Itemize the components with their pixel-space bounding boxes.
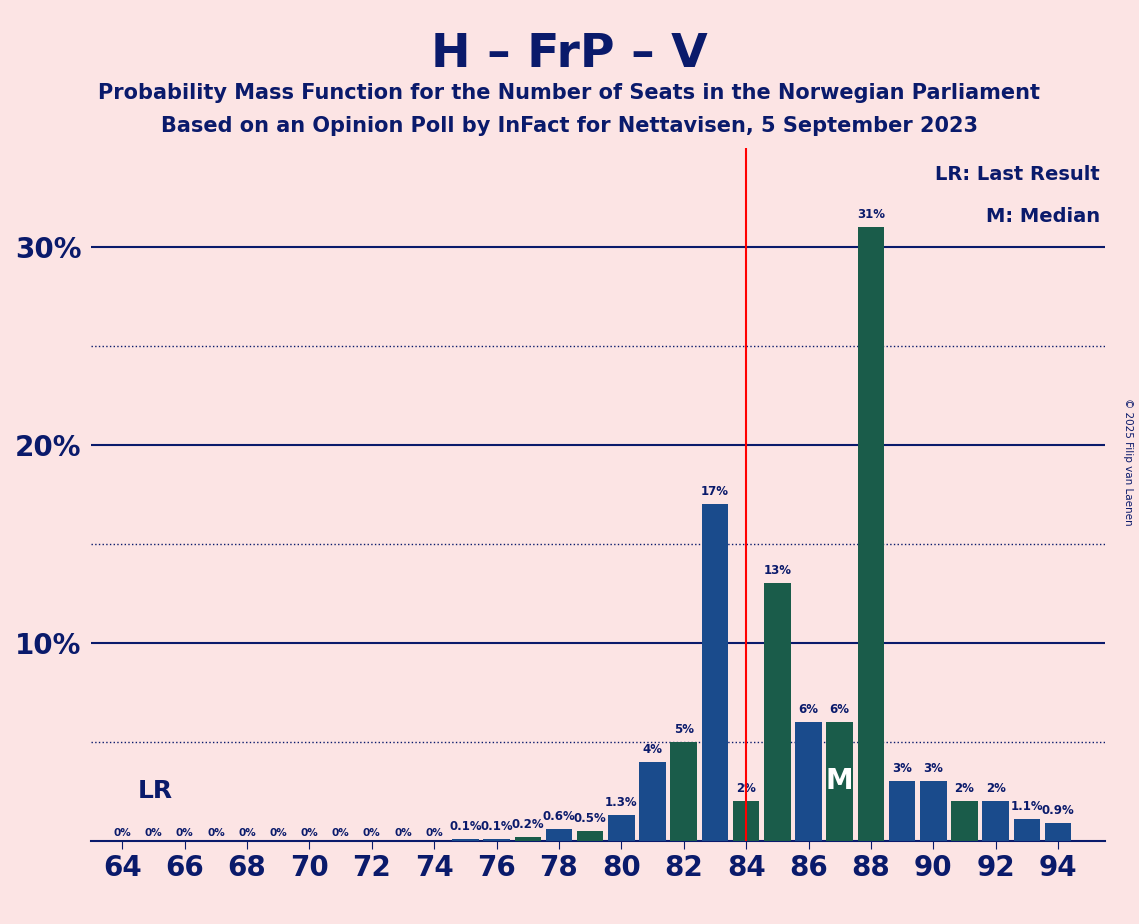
Bar <box>1014 819 1040 841</box>
Text: 6%: 6% <box>829 703 850 716</box>
Text: 0%: 0% <box>270 828 287 838</box>
Bar <box>483 839 510 841</box>
Bar <box>920 782 947 841</box>
Text: 1.3%: 1.3% <box>605 796 638 809</box>
Text: M: M <box>826 768 853 796</box>
Bar <box>951 801 977 841</box>
Text: 0%: 0% <box>301 828 318 838</box>
Text: 0%: 0% <box>425 828 443 838</box>
Bar <box>764 583 790 841</box>
Text: 0%: 0% <box>394 828 412 838</box>
Text: 0.9%: 0.9% <box>1042 804 1074 817</box>
Text: 0%: 0% <box>363 828 380 838</box>
Bar <box>1044 823 1072 841</box>
Text: 0.2%: 0.2% <box>511 818 544 831</box>
Text: Based on an Opinion Poll by InFact for Nettavisen, 5 September 2023: Based on an Opinion Poll by InFact for N… <box>161 116 978 136</box>
Text: 13%: 13% <box>763 565 792 578</box>
Text: 0.1%: 0.1% <box>449 820 482 833</box>
Text: © 2025 Filip van Laenen: © 2025 Filip van Laenen <box>1123 398 1133 526</box>
Text: 31%: 31% <box>857 208 885 221</box>
Text: M: Median: M: Median <box>985 207 1100 225</box>
Text: 0%: 0% <box>207 828 224 838</box>
Bar <box>546 829 572 841</box>
Text: 4%: 4% <box>642 743 663 756</box>
Text: 0%: 0% <box>331 828 350 838</box>
Text: 0.6%: 0.6% <box>542 810 575 823</box>
Text: 0%: 0% <box>145 828 163 838</box>
Bar <box>827 722 853 841</box>
Bar <box>452 839 478 841</box>
Text: 0%: 0% <box>175 828 194 838</box>
Text: 0%: 0% <box>114 828 131 838</box>
Bar <box>608 815 634 841</box>
Text: 1.1%: 1.1% <box>1010 800 1043 813</box>
Text: 3%: 3% <box>892 762 912 775</box>
Text: 5%: 5% <box>674 723 694 736</box>
Text: LR: LR <box>138 779 173 803</box>
Bar <box>671 742 697 841</box>
Text: 3%: 3% <box>924 762 943 775</box>
Bar <box>795 722 821 841</box>
Bar <box>888 782 916 841</box>
Bar <box>702 505 728 841</box>
Bar <box>983 801 1009 841</box>
Text: 6%: 6% <box>798 703 819 716</box>
Text: 17%: 17% <box>700 485 729 498</box>
Bar <box>515 837 541 841</box>
Text: 0%: 0% <box>238 828 256 838</box>
Text: 0.1%: 0.1% <box>481 820 513 833</box>
Text: 2%: 2% <box>954 783 974 796</box>
Text: 2%: 2% <box>985 783 1006 796</box>
Text: H – FrP – V: H – FrP – V <box>432 32 707 78</box>
Bar <box>577 831 604 841</box>
Text: 0.5%: 0.5% <box>574 812 607 825</box>
Bar <box>639 761 666 841</box>
Text: 2%: 2% <box>736 783 756 796</box>
Bar <box>732 801 760 841</box>
Text: LR: Last Result: LR: Last Result <box>935 165 1100 184</box>
Text: Probability Mass Function for the Number of Seats in the Norwegian Parliament: Probability Mass Function for the Number… <box>98 83 1041 103</box>
Bar <box>858 227 884 841</box>
